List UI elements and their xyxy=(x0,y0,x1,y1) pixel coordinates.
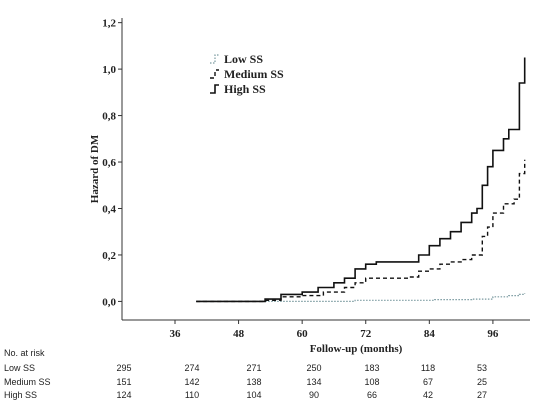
risk-cell: 53 xyxy=(477,363,487,373)
x-tick-label: 36 xyxy=(169,328,181,340)
risk-cell: 295 xyxy=(116,363,131,373)
axes: 0,0 0,2 0,4 0,6 0,8 1,0 1,2 36 48 60 72 84 96 xyxy=(102,18,530,340)
risk-table-title: No. at risk xyxy=(4,348,45,358)
y-tick-label: 1,0 xyxy=(102,64,116,76)
legend-label: High SS xyxy=(224,82,266,96)
y-tick-label: 0,2 xyxy=(102,250,116,262)
risk-cell: 274 xyxy=(184,363,199,373)
series-line-high-ss xyxy=(196,57,526,303)
risk-cell: 108 xyxy=(364,377,379,387)
legend-label: Medium SS xyxy=(224,67,284,81)
risk-cell: 134 xyxy=(306,377,321,387)
y-tick-label: 0,8 xyxy=(102,111,116,123)
y-axis-title: Hazard of DM xyxy=(89,134,101,203)
y-tick-label: 0,0 xyxy=(102,296,116,308)
risk-cell: 138 xyxy=(246,377,261,387)
x-tick-label: 72 xyxy=(360,328,372,340)
risk-cell: 25 xyxy=(477,377,487,387)
legend-label: Low SS xyxy=(224,52,263,66)
x-tick-label: 60 xyxy=(297,328,309,340)
risk-row-label: High SS xyxy=(4,390,37,400)
risk-cell: 27 xyxy=(477,390,487,400)
x-tick-label: 96 xyxy=(487,328,499,340)
legend-swatch xyxy=(210,54,219,64)
series-line-low-ss xyxy=(196,293,526,302)
risk-row-label: Medium SS xyxy=(4,377,51,387)
risk-cell: 124 xyxy=(116,390,131,400)
risk-cell: 250 xyxy=(306,363,321,373)
x-tick-label: 48 xyxy=(233,328,245,340)
y-tick-label: 0,6 xyxy=(102,157,116,169)
risk-cell: 110 xyxy=(185,390,199,400)
risk-cell: 142 xyxy=(184,377,199,387)
risk-cell: 104 xyxy=(246,390,261,400)
x-axis-title: Follow-up (months) xyxy=(310,343,403,355)
risk-cell: 67 xyxy=(423,377,433,387)
y-tick-label: 0,4 xyxy=(102,203,116,215)
series-line-medium-ss xyxy=(196,159,526,303)
risk-table: No. at risk Low SS 295 274 271 250 183 118 53 Me… xyxy=(4,348,487,400)
series-layer xyxy=(196,57,526,303)
risk-cell: 42 xyxy=(423,390,433,400)
risk-cell: 183 xyxy=(364,363,379,373)
legend-swatch xyxy=(210,69,219,79)
risk-cell: 271 xyxy=(246,363,261,373)
x-tick-label: 84 xyxy=(424,328,436,340)
risk-cell: 90 xyxy=(309,390,319,400)
legend-swatch xyxy=(210,84,219,94)
y-tick-label: 1,2 xyxy=(102,18,116,30)
risk-cell: 151 xyxy=(116,377,131,387)
risk-cell: 66 xyxy=(367,390,377,400)
risk-row-label: Low SS xyxy=(4,363,35,373)
risk-cell: 118 xyxy=(421,363,435,373)
